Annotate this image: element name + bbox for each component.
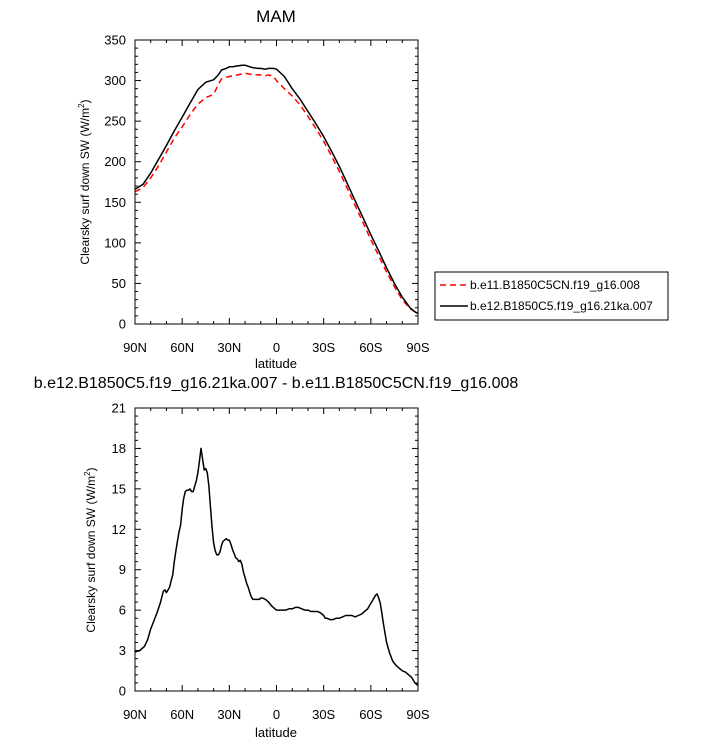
legend-frame (434, 271, 669, 321)
top-y-tick-label: 150 (104, 195, 126, 210)
bottom-x-tick-label: 30S (312, 707, 335, 722)
legend-label-series-2: b.e12.B1850C5.f19_g16.21ka.007 (470, 299, 653, 313)
top-y-tick-label: 0 (119, 317, 126, 332)
bottom-x-tick-label: 60S (359, 707, 382, 722)
bottom-x-axis-label: latitude (255, 725, 297, 740)
bottom-x-tick-label: 60N (170, 707, 194, 722)
bottom-y-tick-label: 21 (112, 401, 126, 416)
top-x-tick-label: 60S (359, 340, 382, 355)
top-y-tick-label: 350 (104, 33, 126, 48)
top-line-chart: MAM 90N 60N 30N 0 30S 60S 90S 0 50 100 150 200 250 30… (77, 7, 669, 371)
top-y-tick-label: 300 (104, 73, 126, 88)
bottom-y-tick-label: 15 (112, 481, 126, 496)
legend-label-series-1: b.e11.B1850C5CN.f19_g16.008 (470, 278, 640, 292)
bottom-y-tick-label: 0 (119, 684, 126, 699)
top-series-line-1 (134, 72, 419, 315)
top-y-tick-label: 100 (104, 235, 126, 250)
top-chart-legend: b.e11.B1850C5CN.f19_g16.008 b.e12.B1850C… (434, 271, 669, 321)
bottom-y-tick-label: 18 (112, 441, 126, 456)
bottom-x-tick-label: 90S (406, 707, 429, 722)
bottom-line-chart: b.e12.B1850C5.f19_g16.21ka.007 - b.e11.B… (34, 375, 519, 740)
top-x-tick-label: 90S (406, 340, 429, 355)
bottom-y-tick-label: 6 (119, 603, 126, 618)
top-x-tick-label: 90N (123, 340, 147, 355)
bottom-x-tick-label: 30N (217, 707, 241, 722)
top-y-tick-label: 50 (112, 276, 126, 291)
bottom-series-line-1 (134, 447, 419, 687)
top-x-tick-label: 30S (312, 340, 335, 355)
top-series-line-2 (134, 64, 419, 315)
top-x-tick-label: 30N (217, 340, 241, 355)
top-y-tick-label: 250 (104, 114, 126, 129)
bottom-y-axis-label: Clearsky surf down SW (W/m2) (83, 467, 98, 632)
bottom-chart-title: b.e12.B1850C5.f19_g16.21ka.007 - b.e11.B… (34, 375, 519, 392)
bottom-y-tick-label: 9 (119, 562, 126, 577)
top-chart-title: MAM (256, 7, 296, 26)
bottom-x-tick-label: 0 (273, 707, 280, 722)
bottom-y-tick-label: 3 (119, 643, 126, 658)
top-x-tick-label: 60N (170, 340, 194, 355)
top-plot-frame (134, 39, 419, 325)
top-x-tick-label: 0 (273, 340, 280, 355)
top-y-axis-label: Clearsky surf down SW (W/m2) (77, 99, 92, 264)
bottom-plot-frame (134, 407, 419, 692)
bottom-x-tick-label: 90N (123, 707, 147, 722)
top-x-axis-label: latitude (255, 356, 297, 371)
bottom-y-tick-label: 12 (112, 522, 126, 537)
top-y-tick-label: 200 (104, 154, 126, 169)
